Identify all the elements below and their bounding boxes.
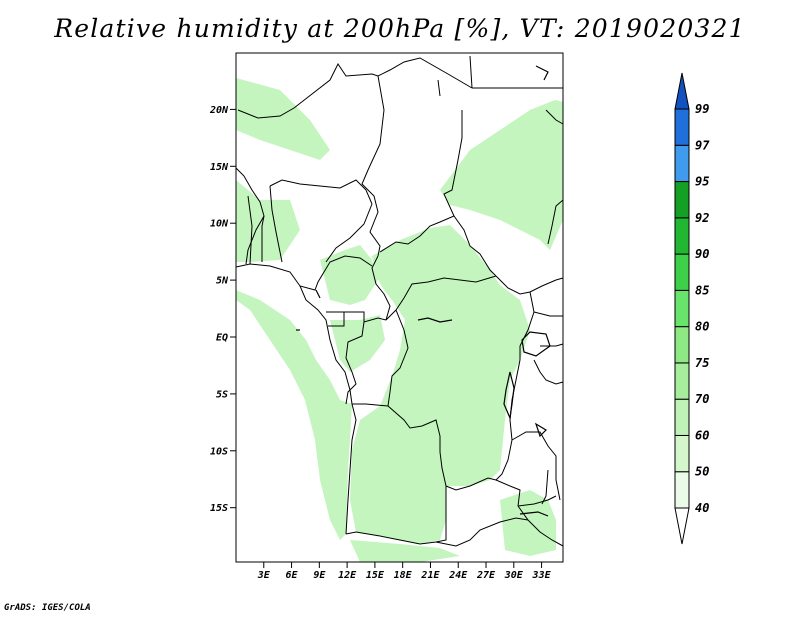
lon-tick-label: 3E <box>257 570 271 581</box>
latitude-axis: 20N 15N 10N 5N EQ 5S 10S 15S <box>209 105 236 514</box>
colorbar-label: 95 <box>695 175 709 189</box>
humidity-patch <box>350 540 460 562</box>
colorbar-label: 97 <box>695 138 710 152</box>
lon-tick-label: 9E <box>313 570 326 581</box>
humidity-patch <box>500 490 556 556</box>
colorbar-label: 70 <box>695 392 709 406</box>
map-frame <box>235 52 564 563</box>
lat-tick-label: 20N <box>209 105 229 116</box>
humidity-patch <box>320 245 378 305</box>
lon-tick-label: 6E <box>286 570 299 581</box>
lat-tick-label: 15N <box>210 162 229 173</box>
colorbar-label: 60 <box>695 428 709 442</box>
colorbar-box <box>674 434 690 473</box>
country-borders <box>235 55 564 547</box>
lon-tick-label: 33E <box>532 570 552 581</box>
humidity-patch <box>440 100 563 250</box>
humidity-patch <box>236 180 300 262</box>
lat-tick-label: EQ <box>216 333 228 344</box>
humidity-patch <box>330 315 385 372</box>
colorbar-label: 99 <box>695 102 709 116</box>
colorbar-box <box>674 144 690 183</box>
colorbar: 40 50 60 70 75 80 85 90 92 95 97 99 <box>674 72 710 545</box>
colorbar-box <box>674 398 690 436</box>
colorbar-box <box>674 289 690 328</box>
colorbar-box <box>674 362 690 400</box>
lakes <box>296 65 551 517</box>
grads-credit: GrADS: IGES/COLA <box>4 603 91 613</box>
colorbar-box <box>674 471 690 509</box>
lat-tick-label: 5N <box>216 276 229 287</box>
chart-title: Relative humidity at 200hPa [%], VT: 201… <box>54 14 746 43</box>
lon-tick-label: 27E <box>476 570 496 581</box>
colorbar-lower-triangle <box>674 507 690 545</box>
colorbar-upper-triangle <box>674 72 690 110</box>
humidity-fill-layer <box>236 78 563 562</box>
colorbar-box <box>674 181 690 219</box>
colorbar-label: 92 <box>695 211 709 225</box>
lon-tick-label: 15E <box>366 570 385 581</box>
colorbar-label: 85 <box>695 283 709 297</box>
colorbar-label: 40 <box>695 501 709 515</box>
humidity-patch <box>236 290 352 540</box>
colorbar-box <box>674 108 690 146</box>
lat-tick-label: 5S <box>216 389 228 400</box>
lon-tick-label: 21E <box>420 570 440 581</box>
lon-tick-label: 12E <box>338 570 357 581</box>
colorbar-box <box>674 326 690 364</box>
colorbar-label: 75 <box>695 356 709 370</box>
lat-tick-label: 10N <box>210 219 229 230</box>
colorbar-box <box>674 217 690 255</box>
lon-tick-label: 24E <box>448 570 468 581</box>
colorbar-label: 90 <box>695 247 709 261</box>
colorbar-box <box>674 253 690 291</box>
lon-tick-label: 18E <box>394 570 413 581</box>
humidity-patch <box>236 78 330 160</box>
lon-tick-label: 30E <box>504 570 524 581</box>
lat-tick-label: 15S <box>210 503 228 514</box>
humidity-patch <box>350 225 530 544</box>
colorbar-label: 80 <box>695 320 709 334</box>
longitude-axis: 3E 6E 9E 12E 15E 18E 21E 24E 27E 30E 33E <box>257 562 552 581</box>
lat-tick-label: 10S <box>210 446 228 457</box>
colorbar-label: 50 <box>695 465 709 479</box>
